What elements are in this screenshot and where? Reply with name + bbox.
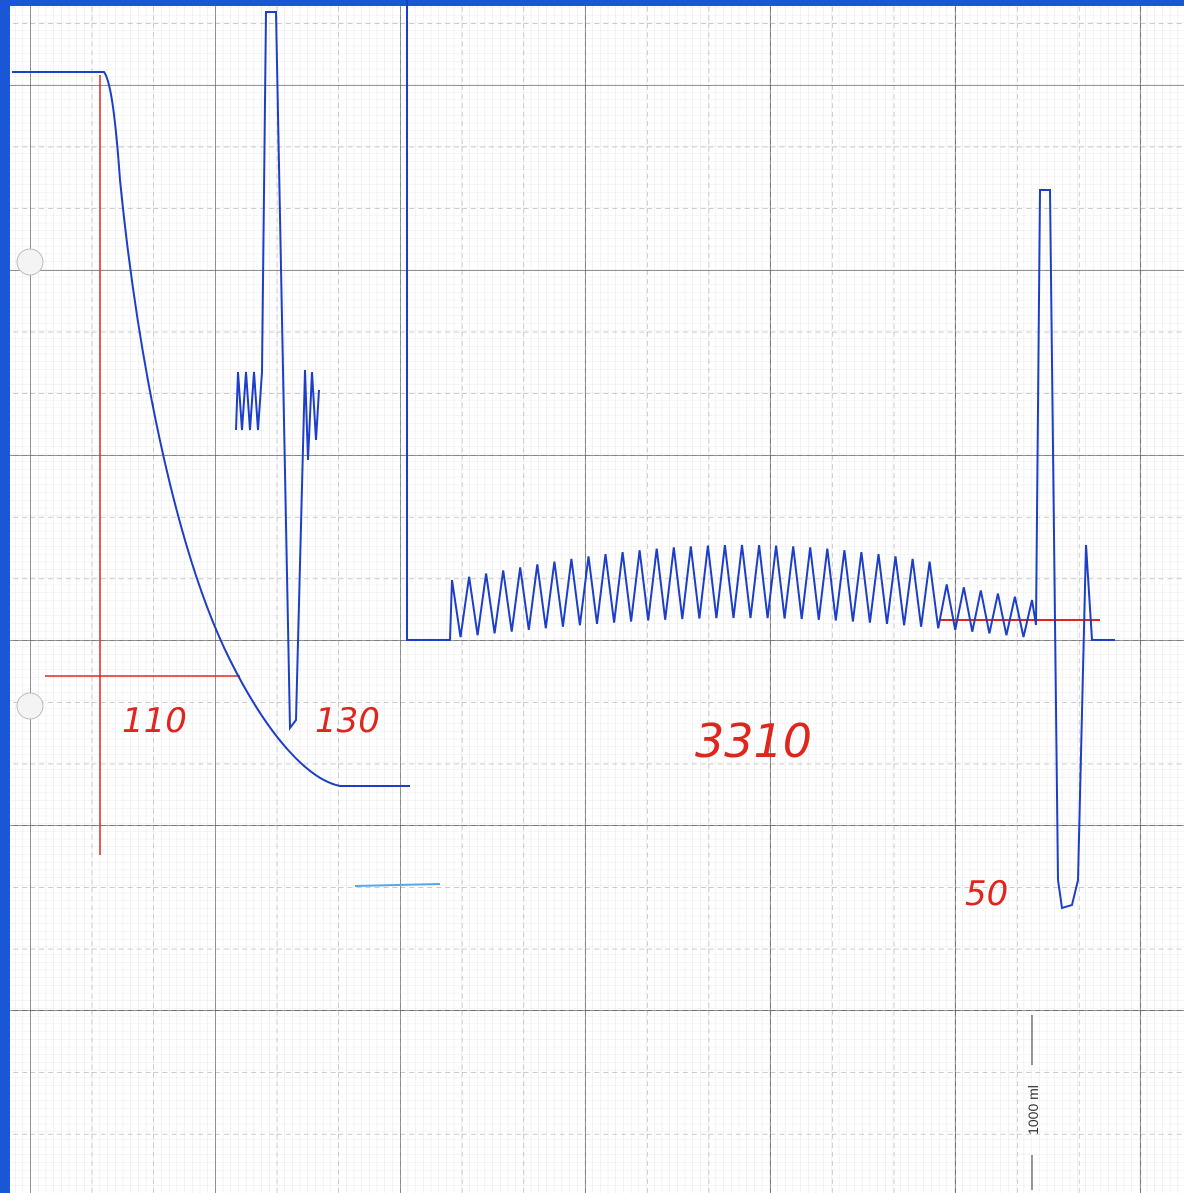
punch-hole	[16, 692, 44, 720]
pen-mark	[354, 883, 441, 887]
annotation: 110	[122, 701, 187, 741]
trace-expiration	[12, 71, 410, 787]
scale-label: 1000 ml	[1025, 1085, 1041, 1135]
trace-mvv	[406, 0, 1115, 910]
annotation: 50	[965, 874, 1008, 914]
grid-major	[10, 6, 1184, 1193]
annotation: 3310	[695, 714, 812, 768]
trace-maneuver	[235, 11, 320, 731]
punch-hole	[16, 248, 44, 276]
annotation: 130	[315, 701, 380, 741]
